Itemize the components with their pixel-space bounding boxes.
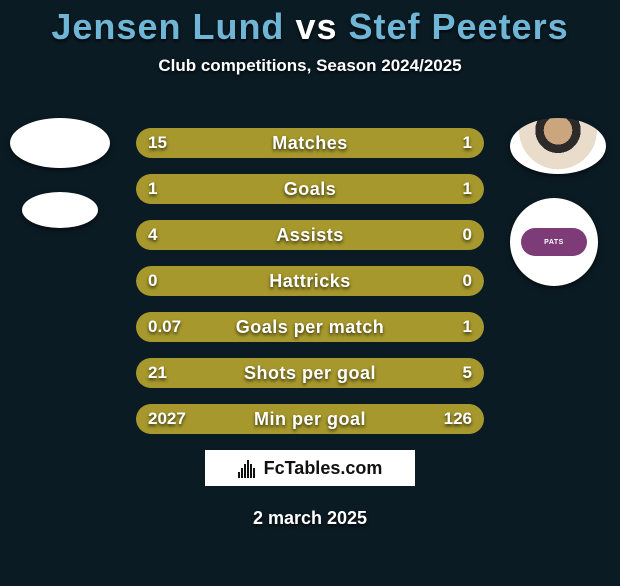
player2-avatar: [510, 118, 606, 174]
club-pill: PATS: [521, 228, 587, 256]
page-title: Jensen Lund vs Stef Peeters: [0, 6, 620, 48]
player1-club-logo: [22, 192, 98, 228]
footer-brand: FcTables.com: [264, 458, 383, 479]
stat-row: 0.071Goals per match: [136, 312, 484, 342]
footer-badge: FcTables.com: [205, 450, 415, 486]
subtitle: Club competitions, Season 2024/2025: [0, 56, 620, 76]
stat-row: 40Assists: [136, 220, 484, 250]
stat-row: 11Goals: [136, 174, 484, 204]
stat-label: Goals per match: [136, 312, 484, 342]
stat-label: Goals: [136, 174, 484, 204]
stat-row: 00Hattricks: [136, 266, 484, 296]
stat-label: Min per goal: [136, 404, 484, 434]
footer-date: 2 march 2025: [0, 508, 620, 529]
stat-label: Assists: [136, 220, 484, 250]
stat-label: Matches: [136, 128, 484, 158]
title-player2: Stef Peeters: [349, 6, 569, 47]
stat-row: 151Matches: [136, 128, 484, 158]
player2-club-logo: PATS: [510, 198, 598, 286]
stat-row: 215Shots per goal: [136, 358, 484, 388]
title-vs: vs: [295, 6, 337, 47]
fctables-logo-icon: [238, 458, 258, 478]
comparison-bars: 151Matches 11Goals 40Assists 00Hattricks 0.0…: [136, 128, 484, 450]
title-player1: Jensen Lund: [51, 6, 284, 47]
club-pill-label: PATS: [544, 239, 564, 246]
stat-label: Shots per goal: [136, 358, 484, 388]
left-avatars: [10, 118, 110, 252]
stat-label: Hattricks: [136, 266, 484, 296]
stat-row: 2027126Min per goal: [136, 404, 484, 434]
player1-avatar: [10, 118, 110, 168]
right-avatars: PATS: [510, 118, 610, 310]
